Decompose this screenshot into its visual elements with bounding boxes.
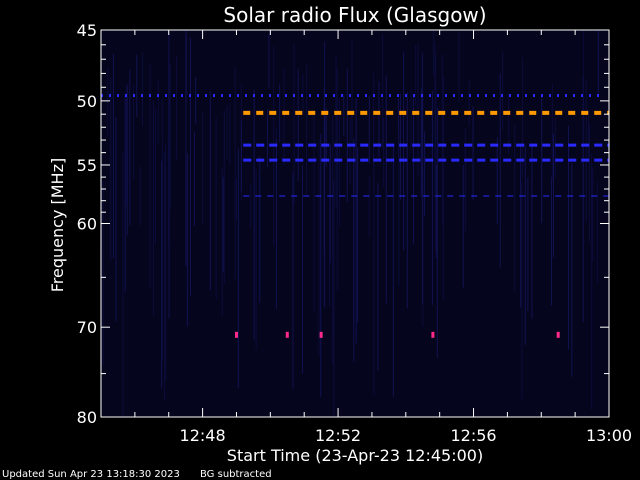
frequency-bands — [101, 93, 609, 198]
x-tick-label: 12:48 — [180, 426, 226, 445]
x-tick-label: 12:56 — [450, 426, 496, 445]
y-axis-title: Frequency [MHz] — [48, 158, 67, 292]
x-axis: 12:48 12:52 12:56 13:00 — [134, 30, 632, 445]
burst-spot — [234, 331, 238, 338]
background-streaks — [100, 30, 599, 417]
y-tick-label: 50 — [77, 92, 97, 111]
x-tick-label: 12:52 — [315, 426, 361, 445]
burst-spot — [431, 331, 435, 338]
y-axis: 45 50 55 60 70 80 — [77, 21, 609, 427]
y-tick-label: 80 — [77, 408, 97, 427]
bg-subtracted-note: BG subtracted — [200, 469, 272, 480]
updated-timestamp: Updated Sun Apr 23 13:18:30 2023 — [2, 469, 180, 480]
y-tick-label: 45 — [77, 21, 97, 40]
burst-spot — [556, 331, 560, 338]
y-tick-label: 60 — [77, 215, 97, 234]
x-axis-title: Start Time (23-Apr-23 12:45:00) — [227, 446, 483, 465]
burst-spot — [319, 331, 323, 338]
burst-spots — [234, 331, 560, 338]
chart-title: Solar radio Flux (Glasgow) — [223, 3, 486, 27]
y-tick-label: 70 — [77, 318, 97, 337]
x-tick-label: 13:00 — [586, 426, 632, 445]
burst-spot — [285, 331, 289, 338]
y-tick-label: 55 — [77, 156, 97, 175]
plot-area — [101, 30, 609, 417]
